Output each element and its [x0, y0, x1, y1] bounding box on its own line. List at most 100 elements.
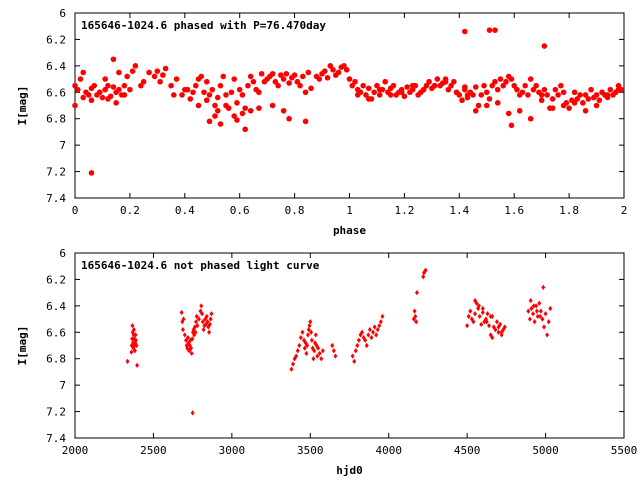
- data-point: [365, 85, 372, 92]
- data-point: [294, 78, 301, 85]
- data-point: [534, 308, 539, 314]
- chart-title: 165646-1024.6 not phased light curve: [81, 259, 320, 272]
- data-point: [545, 332, 550, 338]
- data-point: [555, 92, 561, 98]
- data-point: [478, 92, 485, 98]
- data-point: [333, 353, 338, 359]
- data-point: [476, 303, 481, 309]
- y-tick-label: 7.2: [46, 166, 66, 179]
- data-point: [209, 311, 214, 317]
- data-point: [116, 69, 122, 76]
- y-tick-label: 6.2: [46, 33, 66, 46]
- data-point: [305, 342, 310, 349]
- data-point: [180, 327, 185, 333]
- data-point: [480, 305, 485, 312]
- data-point: [490, 334, 495, 341]
- data-point: [196, 316, 201, 322]
- plot-frame: [74, 252, 625, 439]
- y-tick-label: 6.8: [46, 113, 66, 126]
- data-point: [423, 267, 428, 273]
- data-point: [190, 336, 195, 342]
- data-point: [484, 319, 489, 325]
- x-axis-label: phase: [333, 224, 366, 237]
- data-point: [371, 89, 378, 96]
- data-point: [297, 82, 303, 89]
- x-tick-label: 2000: [62, 444, 89, 457]
- data-point: [304, 350, 309, 357]
- data-point: [195, 102, 202, 109]
- data-point: [377, 323, 382, 329]
- data-point: [404, 84, 410, 90]
- data-point: [527, 316, 532, 322]
- data-point: [300, 73, 306, 80]
- data-point: [615, 82, 622, 89]
- data-point: [423, 82, 430, 89]
- data-point: [302, 345, 307, 351]
- data-point: [286, 80, 292, 86]
- data-point: [310, 345, 315, 351]
- data-point: [239, 110, 246, 117]
- data-point: [371, 329, 376, 335]
- data-point: [125, 358, 130, 364]
- data-point: [88, 97, 95, 104]
- data-point: [472, 84, 479, 90]
- data-point: [496, 324, 501, 330]
- data-point: [309, 337, 314, 343]
- data-point: [528, 297, 533, 304]
- data-point: [207, 329, 212, 335]
- data-point: [363, 337, 368, 343]
- data-point: [486, 96, 493, 102]
- data-point: [593, 92, 600, 98]
- data-point: [607, 86, 614, 93]
- data-point: [269, 102, 276, 109]
- data-point: [203, 78, 210, 85]
- data-point: [499, 332, 504, 338]
- data-point: [413, 313, 418, 320]
- data-point: [530, 86, 537, 93]
- data-point: [540, 316, 545, 322]
- data-point: [247, 107, 254, 114]
- data-point: [234, 117, 240, 123]
- data-point: [477, 313, 482, 320]
- data-point: [182, 332, 187, 338]
- data-point: [531, 311, 536, 317]
- data-point: [472, 107, 479, 114]
- data-point: [499, 329, 504, 335]
- data-point: [133, 337, 138, 343]
- data-point: [195, 323, 200, 329]
- data-point: [421, 274, 426, 280]
- data-point: [317, 350, 322, 357]
- x-tick-label: 0: [72, 204, 79, 217]
- data-point: [442, 78, 449, 85]
- data-point: [206, 118, 213, 125]
- data-point: [302, 118, 309, 125]
- data-point: [560, 102, 567, 109]
- x-tick-label: 1.2: [394, 204, 414, 217]
- data-point: [308, 319, 313, 325]
- data-point: [242, 105, 248, 111]
- data-point: [320, 348, 325, 354]
- data-point: [311, 356, 316, 362]
- data-point: [534, 303, 539, 309]
- data-point: [398, 89, 405, 96]
- y-tick-label: 7.4: [46, 192, 66, 205]
- data-point: [498, 321, 503, 327]
- data-point: [380, 313, 385, 320]
- data-point: [187, 96, 194, 102]
- data-point: [214, 94, 221, 101]
- y-tick-label: 6.8: [46, 353, 66, 366]
- data-point: [522, 82, 528, 89]
- data-point: [182, 86, 188, 93]
- data-point: [411, 316, 416, 322]
- data-point: [426, 78, 432, 85]
- y-tick-label: 7.4: [46, 432, 66, 445]
- data-point: [376, 92, 383, 98]
- data-point: [80, 69, 87, 76]
- data-point: [582, 107, 589, 114]
- data-point: [494, 319, 499, 325]
- data-point: [464, 92, 471, 98]
- data-point: [604, 92, 611, 98]
- data-point: [365, 96, 372, 102]
- data-point: [168, 82, 174, 89]
- data-point: [375, 327, 380, 333]
